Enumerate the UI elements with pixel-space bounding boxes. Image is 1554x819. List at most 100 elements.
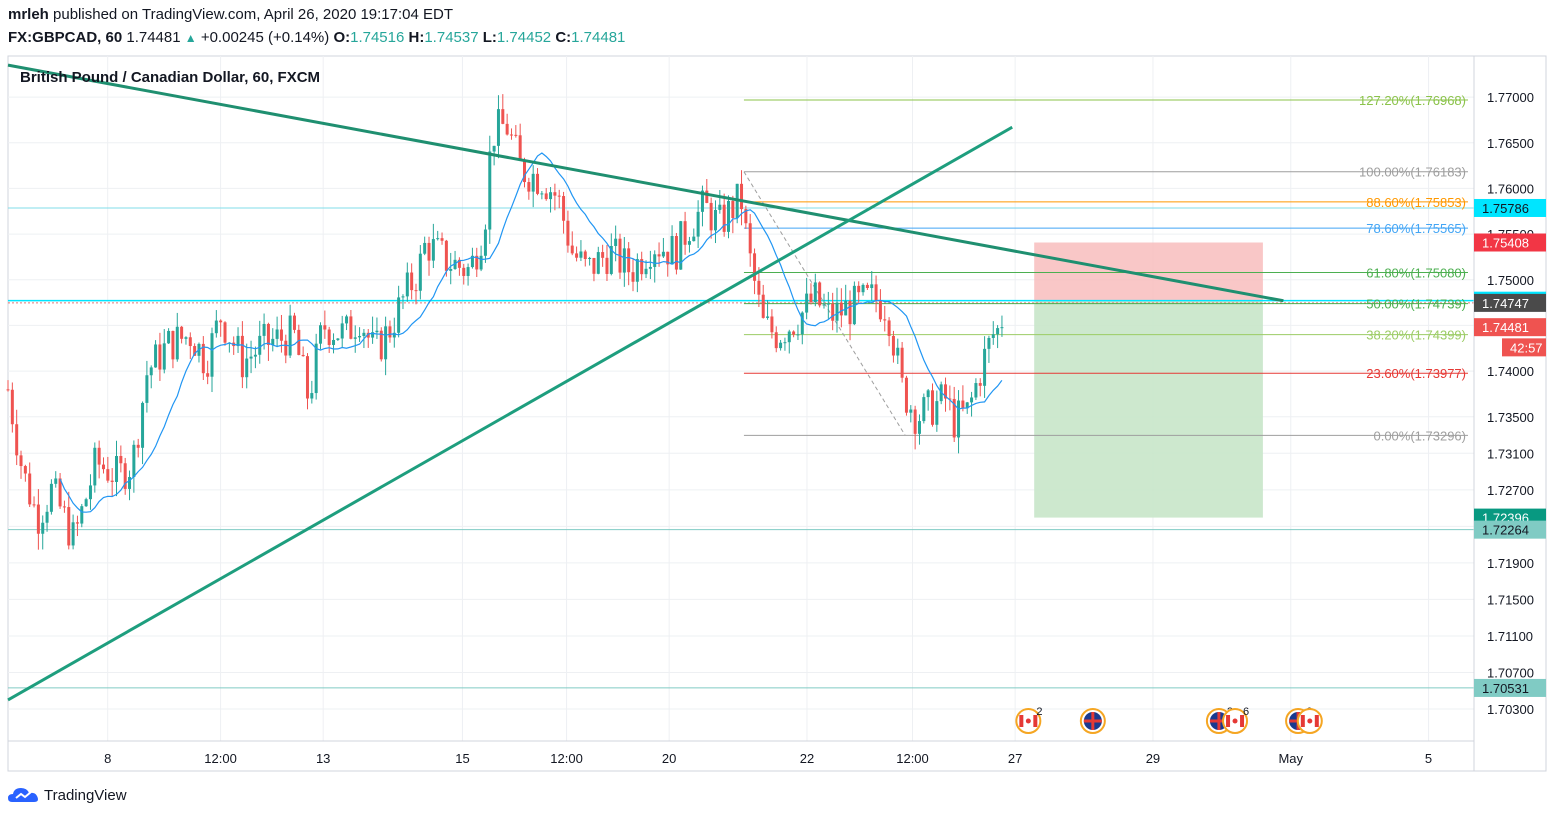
candle-body (978, 383, 982, 386)
chart-title: British Pound / Canadian Dollar, 60, FXC… (20, 69, 320, 86)
time-tick-label: 27 (1008, 751, 1022, 766)
candle-body (93, 447, 97, 486)
candle-body (349, 316, 353, 339)
candle-body (579, 251, 583, 258)
candle-body (687, 241, 691, 245)
trend-lines[interactable] (7, 63, 1284, 702)
price-label-bg (1474, 293, 1546, 312)
open-label: O: (333, 29, 351, 46)
candle-body (722, 204, 726, 232)
candle-body (952, 398, 956, 438)
price-tick-label: 1.76500 (1487, 136, 1534, 151)
time-tick-label: 15 (455, 751, 469, 766)
fibonacci-retracement[interactable]: 127.20%(1.76968) 100.00%(1.76183) 88.60%(1… (743, 93, 1468, 443)
candle-body (874, 284, 878, 302)
candle-body (141, 402, 145, 448)
candle-body (32, 504, 36, 506)
close-value: 1.74481 (571, 29, 626, 46)
candle-body (175, 326, 179, 360)
candle-body (106, 469, 110, 481)
candle-body (878, 301, 882, 320)
cloud-logo-icon (8, 788, 38, 802)
candle-body (870, 284, 874, 289)
candle-body (453, 259, 457, 270)
fib-level-label: 0.00%(1.73296) (1373, 428, 1466, 443)
canada-flag-band (1033, 715, 1038, 727)
take-profit-zone[interactable] (1034, 300, 1263, 518)
candle-body (128, 477, 132, 489)
candle-body (766, 316, 770, 318)
canada-flag-band (1226, 715, 1231, 727)
time-axis[interactable]: 8 12:00 13 15 12:00 20 22 12:00 27 29 May 5 (104, 751, 1432, 766)
candle-body (410, 272, 414, 291)
candle-body (214, 320, 218, 334)
candle-body (531, 173, 535, 192)
candle-body (358, 335, 362, 338)
maple-leaf-icon (1307, 718, 1313, 724)
price-tick-label: 1.73500 (1487, 410, 1534, 425)
candle-body (679, 221, 683, 270)
fib-level-label: 78.60%(1.75565) (1366, 221, 1466, 236)
fib-trend-line[interactable] (743, 171, 906, 436)
price-label-text: 1.75408 (1482, 236, 1529, 251)
candle-body (10, 389, 14, 425)
tradingview-logo[interactable]: TradingView (8, 786, 127, 804)
candle-body (822, 304, 826, 306)
low-label: L: (482, 29, 497, 46)
ohlc-legend: FX:GBPCAD, 60 1.74481 ▲ +0.00245 (+0.14%… (8, 29, 625, 46)
candle-body (62, 506, 66, 508)
canada-flag-band (1240, 715, 1245, 727)
candle-body (904, 377, 908, 413)
trend-line[interactable] (7, 63, 1284, 303)
candle-body (71, 522, 75, 546)
time-tick-label: 8 (104, 751, 111, 766)
candle-body (744, 209, 748, 224)
candle-body (80, 506, 84, 524)
candle-body (444, 240, 448, 271)
candle-body (596, 252, 600, 274)
maple-leaf-icon (1025, 718, 1031, 724)
candle-body (640, 259, 644, 275)
candle-body (852, 285, 856, 325)
price-axis[interactable]: 1.770001.765001.760001.755001.750001.745… (1487, 90, 1534, 717)
low-value: 1.74452 (496, 29, 552, 46)
price-tick-label: 1.70300 (1487, 702, 1534, 717)
economic-events[interactable]: 2266 (1015, 706, 1323, 734)
candle-body (132, 444, 136, 478)
candle-body (136, 444, 140, 448)
price-label-text: 1.74747 (1482, 296, 1529, 311)
candle-body (709, 202, 713, 231)
candle-body (67, 507, 71, 546)
candle-body (284, 340, 288, 356)
candle-body (323, 325, 327, 330)
candle-body (818, 282, 822, 306)
author-name[interactable]: mrleh (8, 6, 49, 23)
candle-body (345, 316, 349, 324)
time-tick-label: 22 (800, 751, 814, 766)
candle-body (844, 300, 848, 316)
candle-body (796, 334, 800, 336)
candle-body (614, 238, 618, 246)
canada-flag-band (1314, 715, 1319, 727)
change-value: +0.00245 (+0.14%) (200, 29, 330, 46)
event-count: 6 (1243, 706, 1249, 718)
candle-body (28, 473, 32, 505)
position-box[interactable] (1034, 242, 1263, 518)
candle-body (54, 478, 58, 484)
price-tick-label: 1.75000 (1487, 273, 1534, 288)
candle-body (110, 480, 114, 482)
candle-body (900, 347, 904, 378)
candle-body (544, 193, 548, 200)
candle-body (405, 272, 409, 297)
candle-body (783, 342, 787, 344)
candle-body (310, 393, 314, 399)
candle-body (15, 424, 19, 456)
time-tick-label: 20 (662, 751, 676, 766)
canada-flag-band (1300, 715, 1305, 727)
candle-body (523, 159, 527, 183)
trend-line[interactable] (7, 125, 1013, 702)
candle-body (913, 409, 917, 434)
candle-body (301, 354, 305, 357)
price-axis-labels: 1.757861.754081.747711.747471.7448142:57… (1474, 198, 1546, 697)
